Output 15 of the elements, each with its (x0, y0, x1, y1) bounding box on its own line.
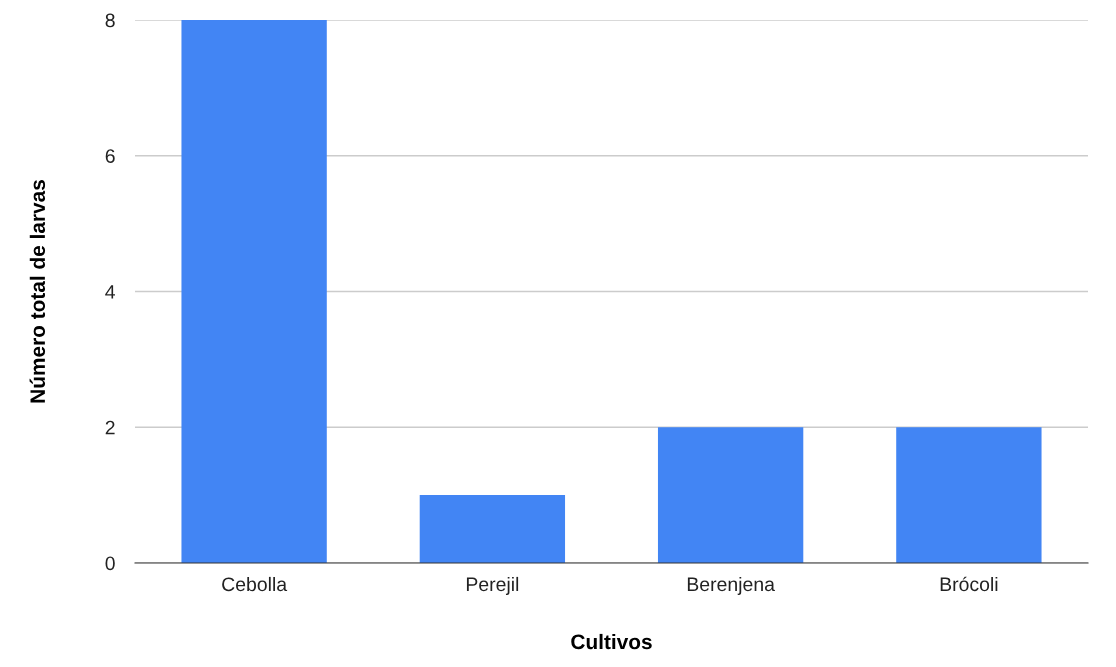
bar (657, 427, 804, 563)
x-tick-label: Berenjena (687, 576, 775, 596)
y-tick-label: 4 (105, 285, 115, 299)
y-tick-label: 6 (105, 149, 115, 163)
x-axis-title: Cultivos (571, 633, 652, 650)
x-tick-label: Brócoli (940, 576, 998, 592)
bar (181, 20, 327, 563)
x-tick-label: Cebolla (222, 576, 288, 592)
bar (896, 427, 1042, 563)
x-tick-label: Perejil (466, 576, 519, 596)
y-tick-label: 0 (105, 556, 115, 571)
y-axis-title: Número total de larvas (29, 180, 46, 403)
bar (419, 495, 566, 563)
y-tick-label: 2 (105, 420, 115, 435)
y-tick-label: 8 (105, 13, 115, 28)
